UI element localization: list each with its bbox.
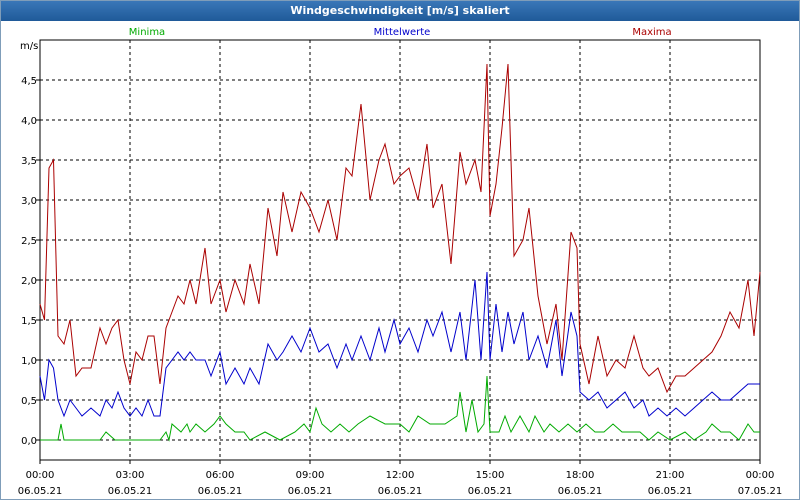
x-tick-time: 00:00 — [26, 470, 55, 481]
x-tick-date: 07.05.21 — [738, 486, 783, 497]
y-tick-label: 4,0 — [21, 116, 37, 127]
x-tick-time: 18:00 — [566, 470, 595, 481]
x-tick-time: 15:00 — [476, 470, 505, 481]
x-tick-time: 00:00 — [746, 470, 775, 481]
x-tick-date: 06.05.21 — [18, 486, 63, 497]
x-tick-time: 06:00 — [206, 470, 235, 481]
legend-minima: Minima — [129, 27, 165, 38]
series-lines — [39, 63, 761, 442]
y-tick-label: 4,5 — [21, 76, 37, 87]
legend-mittelwerte: Mittelwerte — [374, 27, 431, 38]
x-tick-date: 06.05.21 — [108, 486, 153, 497]
y-tick-label: 0,5 — [21, 396, 37, 407]
series-line-mittelwerte — [39, 271, 760, 418]
x-tick-date: 06.05.21 — [648, 486, 693, 497]
y-tick-label: 0,0 — [21, 436, 37, 447]
y-tick-label: 1,5 — [21, 316, 37, 327]
y-tick-label: 3,5 — [21, 156, 37, 167]
y-tick-label: 1,0 — [21, 356, 37, 367]
series-line-minima — [40, 375, 760, 442]
series-line-maxima — [39, 63, 761, 394]
x-tick-date: 06.05.21 — [288, 486, 333, 497]
x-tick-time: 21:00 — [656, 470, 685, 481]
chart-title: Windgeschwindigkeit [m/s] skaliert — [1, 1, 799, 21]
x-tick-date: 06.05.21 — [468, 486, 513, 497]
legend: Minima Mittelwerte Maxima — [129, 27, 672, 38]
legend-maxima: Maxima — [632, 27, 671, 38]
x-tick-time: 09:00 — [296, 470, 325, 481]
y-tick-label: 2,5 — [21, 236, 37, 247]
x-tick-date: 06.05.21 — [198, 486, 243, 497]
x-tick-time: 12:00 — [386, 470, 415, 481]
y-axis-label: m/s — [20, 41, 38, 52]
x-tick-time: 03:00 — [116, 470, 145, 481]
x-tick-date: 06.05.21 — [558, 486, 603, 497]
y-tick-label: 2,0 — [21, 276, 37, 287]
x-tick-date: 06.05.21 — [378, 486, 423, 497]
y-tick-label: 3,0 — [21, 196, 37, 207]
grid — [40, 40, 760, 460]
y-axis-ticks: 0,0 0,5 1,0 1,5 2,0 2,5 3,0 3,5 4,0 4,5 — [21, 76, 40, 447]
x-axis-ticks: 00:00 06.05.21 03:00 06.05.21 06:00 06.05.21 0… — [18, 460, 783, 497]
